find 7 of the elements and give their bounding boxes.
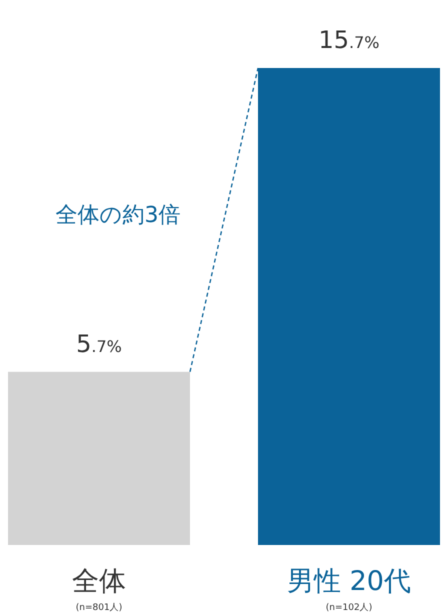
category-label: (n=801人): [76, 603, 122, 613]
value-label: 5.7%: [76, 330, 122, 358]
value-label: 15.7%: [318, 26, 380, 54]
category-label: 全体: [72, 566, 126, 597]
category-label: (n=102人): [326, 603, 372, 613]
annotation: 全体の約3倍: [56, 203, 180, 228]
category-label: 男性 20代: [287, 566, 411, 597]
